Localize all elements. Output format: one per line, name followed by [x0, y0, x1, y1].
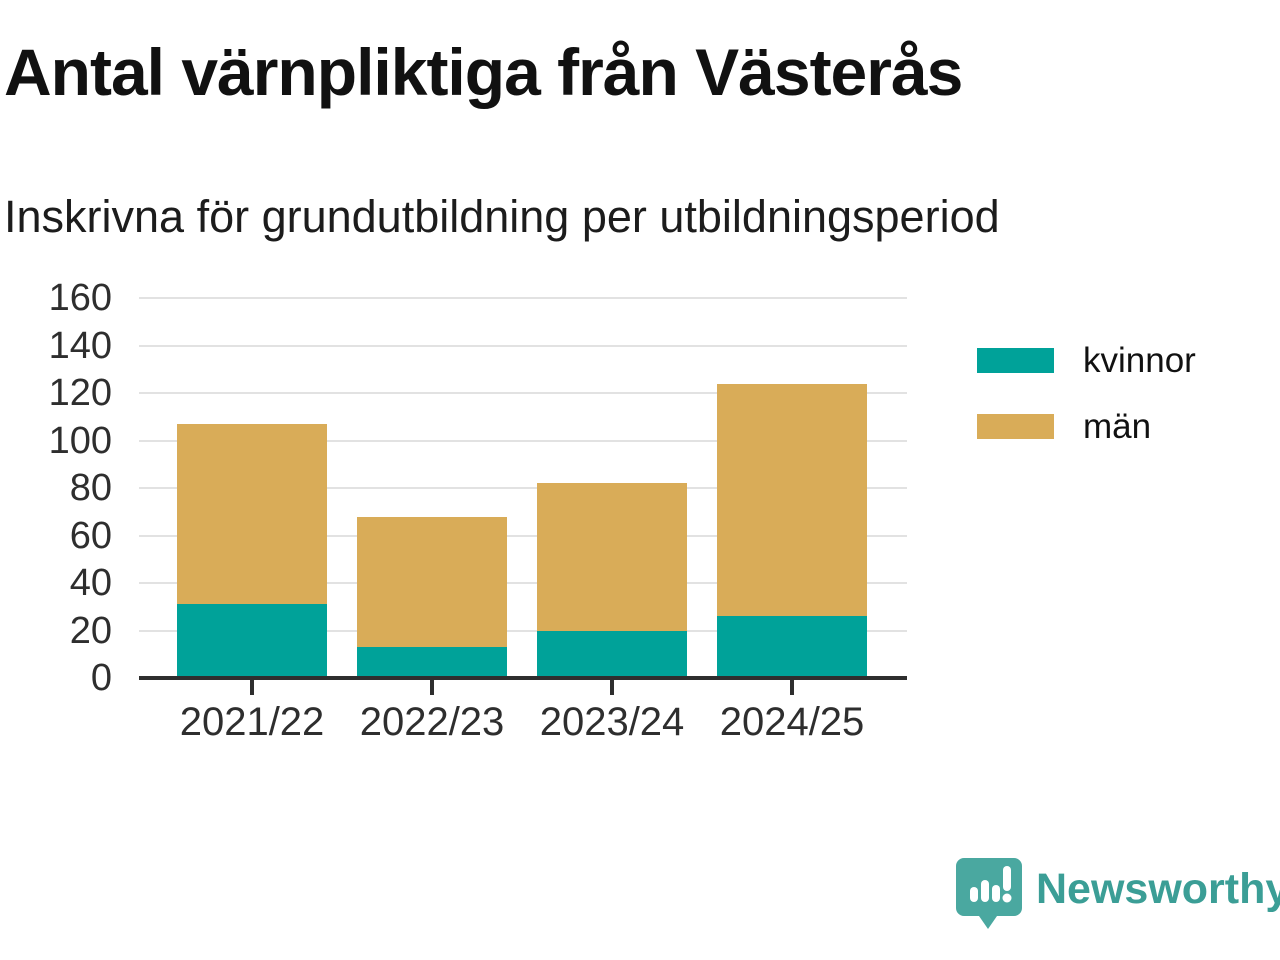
gridline [139, 439, 907, 442]
x-axis-label: 2021/22 [179, 700, 325, 744]
bar-segment-män-2022/23 [357, 516, 507, 648]
y-axis-label: 160 [48, 277, 112, 319]
gridline [139, 392, 907, 394]
chart-title: Antal värnpliktiga från Västerås [4, 35, 963, 109]
bar-segment-kvinnor-2022/23 [357, 647, 507, 678]
x-axis-tick [430, 680, 434, 695]
x-axis-label: 2022/23 [359, 700, 505, 744]
gridline [139, 534, 907, 537]
y-axis-label: 0 [90, 657, 112, 699]
legend-label: män [1083, 407, 1152, 446]
gridline [139, 629, 907, 632]
bar-segment-män-2023/24 [537, 483, 687, 631]
newsworthy-wordmark: Newsworthy [1036, 864, 1280, 913]
chart-subtitle: Inskrivna för grundutbildning per utbild… [4, 191, 1000, 242]
legend: kvinnor män [977, 343, 1196, 475]
y-axis-label: 20 [69, 609, 112, 652]
x-axis-line [139, 676, 907, 680]
gridline [139, 582, 907, 584]
gridline [139, 344, 907, 347]
gridline [139, 297, 907, 299]
y-axis-label: 120 [48, 372, 112, 414]
legend-swatch-icon [977, 348, 1054, 373]
legend-label: kvinnor [1083, 341, 1196, 380]
newsworthy-logo: Newsworthy [956, 854, 1280, 932]
x-axis-tick [610, 680, 614, 695]
bar-segment-män-2024/25 [717, 383, 867, 617]
x-axis-label: 2024/25 [719, 700, 865, 744]
legend-item-män: män [977, 409, 1196, 444]
bar-segment-kvinnor-2021/22 [177, 604, 327, 678]
legend-swatch-icon [977, 414, 1054, 439]
y-axis-label: 40 [69, 562, 112, 604]
legend-item-kvinnor: kvinnor [977, 343, 1196, 378]
x-axis-label: 2023/24 [539, 700, 685, 744]
y-axis-label: 80 [69, 467, 112, 509]
newsworthy-logo-icon [956, 858, 1022, 929]
x-axis-tick [790, 680, 794, 695]
bar-segment-kvinnor-2024/25 [717, 616, 867, 678]
gridline [139, 487, 907, 489]
y-axis-label: 100 [48, 419, 112, 462]
y-axis-label: 140 [48, 324, 112, 367]
bar-segment-kvinnor-2023/24 [537, 630, 687, 678]
x-axis-tick [250, 680, 254, 695]
bar-segment-män-2021/22 [177, 423, 327, 605]
y-axis-label: 60 [69, 514, 112, 557]
